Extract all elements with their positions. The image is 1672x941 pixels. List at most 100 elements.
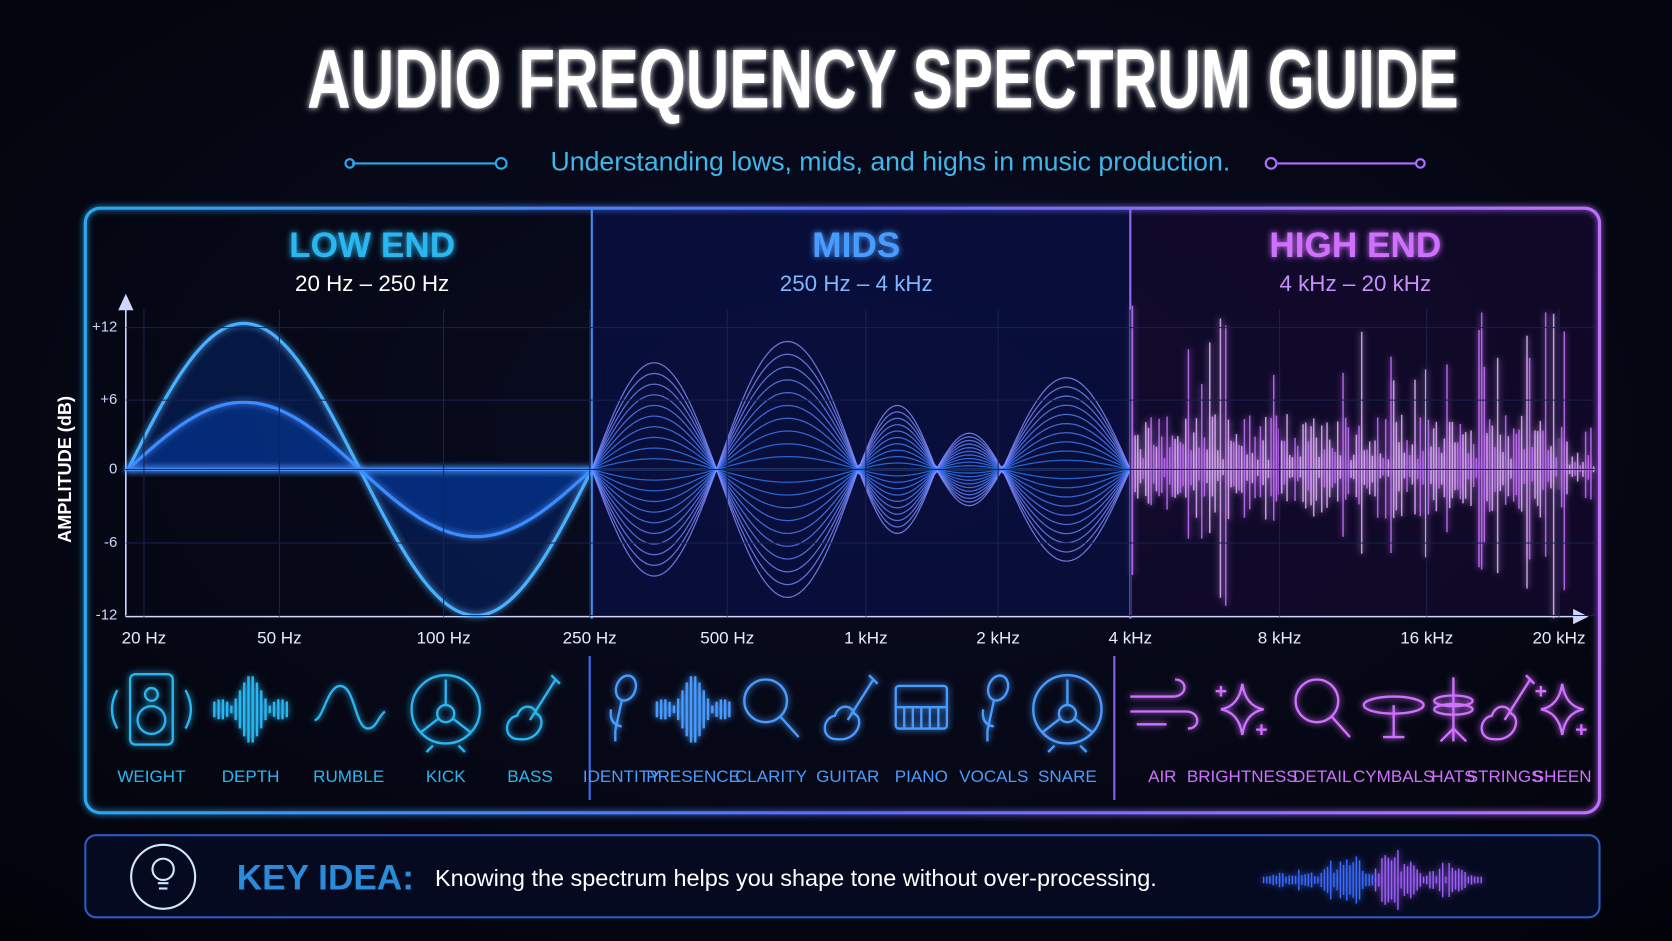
icon-stroke	[1294, 678, 1340, 724]
x-tick-label: 50 Hz	[257, 628, 302, 647]
key-idea-text: Knowing the spectrum helps you shape ton…	[435, 865, 1157, 891]
section-range: 250 Hz – 4 kHz	[780, 271, 933, 296]
key-idea-box	[84, 834, 1601, 919]
icon-stroke	[410, 674, 482, 745]
icon-guitar	[505, 674, 561, 741]
icon-sparkle	[1535, 683, 1587, 736]
icon-wave	[655, 676, 731, 743]
item-label: RUMBLE	[313, 767, 384, 786]
key-idea-label: KEY IDEA:	[237, 858, 414, 897]
panel-frame	[83, 206, 1602, 815]
icon-stroke	[213, 676, 289, 743]
y-tick-label: -12	[96, 606, 118, 623]
x-tick-label: 100 Hz	[417, 628, 471, 647]
icon-drum	[1032, 674, 1103, 753]
y-axis-label: AMPLITUDE (dB)	[55, 396, 75, 543]
x-tick-label: 250 Hz	[563, 628, 617, 647]
x-tick-label: 16 kHz	[1400, 628, 1453, 647]
item-label: VOCALS	[959, 767, 1028, 786]
subtitle-ornaments	[344, 156, 1426, 170]
icon-stroke	[1215, 683, 1267, 736]
x-tick-label: 20 Hz	[122, 628, 167, 647]
item-label: AIR	[1148, 767, 1176, 786]
icon-stroke	[1130, 678, 1199, 730]
icon-stroke	[823, 674, 879, 741]
icon-stroke	[419, 679, 473, 753]
section-title: HIGH END	[1269, 226, 1441, 265]
title: AUDIO FREQUENCY SPECTRUM GUIDE	[307, 33, 1459, 126]
icon-stroke	[981, 700, 995, 742]
item-label: SNARE	[1038, 767, 1097, 786]
icon-magnifier	[1294, 678, 1351, 738]
icon-stroke	[1383, 705, 1405, 739]
item-label: KICK	[426, 767, 466, 786]
icon-stroke	[655, 676, 731, 743]
item-label: BASS	[507, 767, 552, 786]
icon-magnifier	[743, 678, 800, 738]
y-tick-label: +12	[92, 319, 117, 336]
icon-guitar	[1480, 674, 1536, 741]
icon-stroke	[614, 674, 638, 702]
item-label: DEPTH	[222, 767, 280, 786]
icon-stroke	[609, 700, 623, 742]
section-title: MIDS	[812, 226, 900, 265]
mids-background	[591, 209, 1131, 617]
icon-hat	[1433, 677, 1474, 743]
axes	[118, 293, 1589, 625]
icon-speaker	[110, 672, 193, 746]
high-wave	[1131, 305, 1595, 619]
icon-squig	[314, 684, 386, 730]
icon-stroke	[505, 674, 561, 741]
icon-mic	[981, 674, 1010, 742]
item-label: CLARITY	[735, 767, 807, 786]
icon-piano	[894, 684, 949, 730]
icon-stroke	[143, 686, 159, 702]
item-label: WEIGHT	[117, 767, 186, 786]
icon-stroke	[314, 684, 386, 730]
icon-stroke	[1535, 683, 1587, 736]
x-tick-label: 2 kHz	[976, 628, 1020, 647]
y-tick-label: +6	[100, 391, 117, 408]
high-background	[1130, 209, 1598, 617]
icon-stroke	[779, 716, 800, 738]
y-tick-label: 0	[109, 460, 117, 477]
section-range: 20 Hz – 250 Hz	[295, 271, 449, 296]
item-label: PIANO	[895, 767, 948, 786]
icon-stroke	[1439, 677, 1468, 743]
section-range: 4 kHz – 20 kHz	[1279, 271, 1431, 296]
item-label: CYMBALS	[1353, 767, 1434, 786]
x-tick-label: 500 Hz	[700, 628, 754, 647]
item-label: STRINGS	[1467, 767, 1543, 786]
icon-stroke	[110, 689, 193, 730]
icon-sparkle	[1215, 683, 1267, 736]
item-label: IDENTITY	[583, 767, 661, 786]
icon-stroke	[986, 674, 1010, 702]
x-tick-label: 20 kHz	[1532, 628, 1585, 647]
icon-stroke	[895, 706, 947, 729]
item-label: SHEEN	[1533, 767, 1592, 786]
y-tick-label: -6	[104, 534, 117, 551]
x-tick-label: 1 kHz	[844, 628, 888, 647]
icon-stroke	[1041, 679, 1094, 753]
mid-wave	[591, 467, 1130, 599]
icon-stroke	[1480, 674, 1536, 741]
section-title: LOW END	[289, 226, 455, 265]
item-label: DETAIL	[1293, 767, 1351, 786]
icon-stroke	[128, 672, 174, 746]
subtitle: Understanding lows, mids, and highs in m…	[551, 146, 1231, 176]
icon-guitar	[823, 674, 879, 741]
icon-stroke	[1330, 716, 1351, 738]
icon-stroke	[136, 704, 167, 736]
x-tick-label: 8 kHz	[1258, 628, 1302, 647]
bulb-icon	[130, 843, 197, 910]
icon-mic	[609, 674, 638, 742]
x-tick-label: 4 kHz	[1109, 628, 1153, 647]
icon-wind	[1130, 678, 1199, 730]
icon-stroke	[1032, 674, 1103, 745]
item-label: BRIGHTNESS	[1187, 767, 1298, 786]
icon-stroke	[743, 678, 789, 724]
icon-wave	[213, 676, 289, 743]
icon-cymbal	[1362, 695, 1425, 739]
